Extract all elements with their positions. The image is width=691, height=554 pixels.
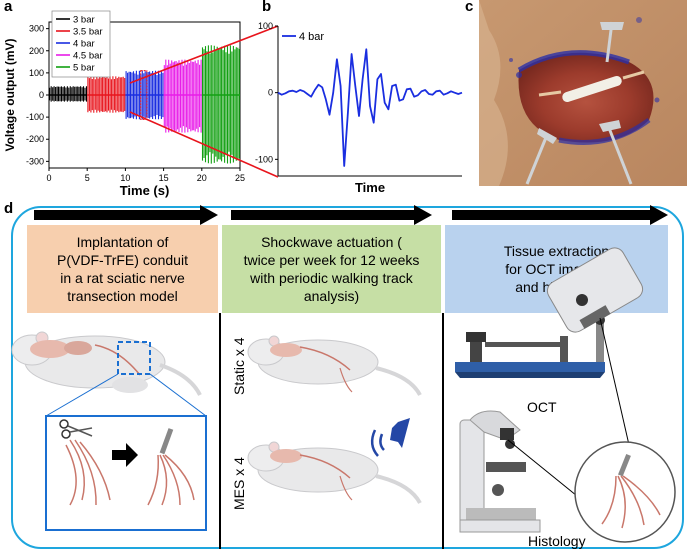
y-tick-label: 100 [258,21,273,31]
legend-label: 5 bar [73,63,95,74]
histology-label: Histology [528,533,586,549]
panel-label-c: c [465,0,474,15]
series-5-spikes [201,45,240,164]
x-axis-label: Time [355,180,385,195]
group-label-static: Static x 4 [231,337,247,395]
y-tick-label: -200 [26,134,44,144]
zoom-line-top [129,25,279,84]
chart-a: -300 -200 -100 0 100 200 300 0 5 10 15 20 25 Time (s)… [3,10,245,198]
oct-instrument-icon [455,247,644,378]
arrow-stage-2 [231,205,432,225]
stage-implantation-text: Implantation of P(VDF-TrFE) conduit in a… [57,234,188,304]
x-tick-label: 15 [159,173,169,183]
y-tick-label: -100 [255,154,273,164]
rat-icon-static [247,335,422,397]
y-tick-label: 200 [29,46,44,56]
legend-label: 4 bar [73,39,95,50]
zoom-region [140,70,148,120]
legend-label: 4 bar [299,31,324,43]
x-tick-label: 20 [197,173,207,183]
arrow-stage-3 [452,205,668,225]
panel-label-b: b [262,0,272,15]
y-tick-label: 0 [39,90,44,100]
x-tick-label: 5 [85,173,90,183]
legend-label: 4.5 bar [73,51,103,62]
stage-actuation: Shockwave actuation ( twice per week for… [222,225,441,313]
workflow-frame [11,206,684,549]
rat-icon-mes [247,441,422,505]
x-axis-label: Time (s) [120,183,170,198]
x-tick-label: 10 [120,173,130,183]
legend-label: 3.5 bar [73,27,103,38]
stage-actuation-text: Shockwave actuation ( twice per week for… [243,234,420,304]
legend-box [51,10,111,78]
surgery-photo [479,0,687,186]
y-axis-label: Voltage output (mV) [3,38,17,151]
series-4bar-line [277,48,463,167]
legend-label: 3 bar [73,15,95,26]
panel-label-a: a [4,0,13,15]
y-tick-label: -100 [26,112,44,122]
transection-inset [45,373,207,531]
y-tick-label: 0 [268,88,273,98]
series-1-spikes [49,86,88,102]
chart-b: -100 0 100 Time 4 bar [255,21,463,195]
y-tick-label: 300 [29,24,44,34]
stage-implantation: Implantation of P(VDF-TrFE) conduit in a… [27,225,218,313]
y-tick-label: 100 [29,68,44,78]
x-tick-label: 25 [235,173,245,183]
panel-label-d: d [4,200,14,217]
y-tick-label: -300 [26,156,44,166]
magnified-nerve-view [507,317,676,543]
speaker-icon [370,418,410,457]
charts-svg: -300 -200 -100 0 100 200 300 0 5 10 15 20 25 Time (s)… [3,10,463,198]
group-label-mes: MES x 4 [231,457,247,510]
series-4-spikes [163,59,202,133]
rat-icon-implant [11,331,202,396]
zoom-line-bottom [129,111,279,178]
oct-label: OCT [527,399,557,415]
arrow-stage-1 [34,205,218,225]
x-tick-label: 0 [46,173,51,183]
microscope-icon [459,410,541,533]
